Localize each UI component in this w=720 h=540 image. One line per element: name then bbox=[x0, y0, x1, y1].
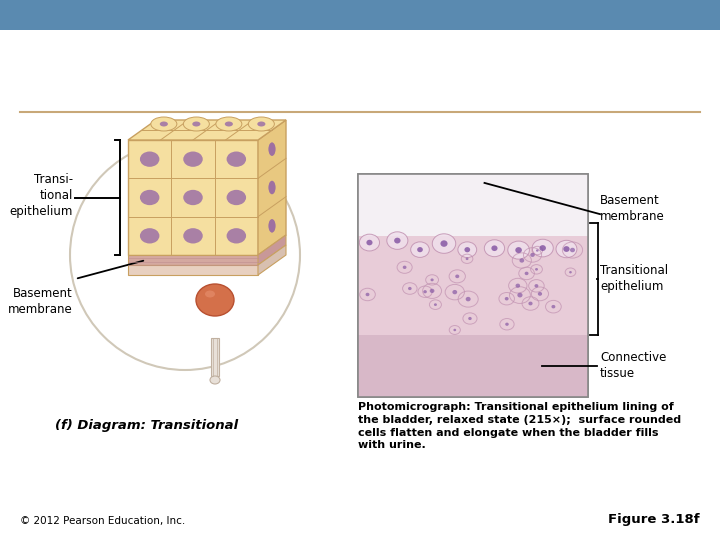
Text: © 2012 Pearson Education, Inc.: © 2012 Pearson Education, Inc. bbox=[20, 516, 185, 526]
Ellipse shape bbox=[458, 242, 477, 258]
Ellipse shape bbox=[485, 240, 505, 256]
Ellipse shape bbox=[269, 181, 276, 194]
Polygon shape bbox=[258, 245, 286, 275]
Ellipse shape bbox=[269, 143, 276, 156]
Polygon shape bbox=[258, 120, 286, 255]
Text: Connective
tissue: Connective tissue bbox=[600, 352, 667, 380]
Ellipse shape bbox=[366, 293, 369, 296]
Ellipse shape bbox=[536, 249, 539, 252]
Ellipse shape bbox=[519, 258, 524, 262]
Ellipse shape bbox=[556, 240, 577, 258]
Bar bbox=[0, 0, 720, 30]
Text: Basement
membrane: Basement membrane bbox=[8, 287, 73, 316]
Ellipse shape bbox=[192, 122, 200, 126]
Ellipse shape bbox=[227, 228, 246, 244]
Ellipse shape bbox=[269, 219, 276, 233]
Text: Basement
membrane: Basement membrane bbox=[600, 194, 665, 222]
Ellipse shape bbox=[394, 238, 400, 244]
Ellipse shape bbox=[430, 289, 434, 293]
Ellipse shape bbox=[227, 190, 246, 205]
Ellipse shape bbox=[530, 253, 535, 257]
Ellipse shape bbox=[402, 266, 407, 269]
Ellipse shape bbox=[160, 122, 168, 126]
Ellipse shape bbox=[468, 317, 472, 320]
Ellipse shape bbox=[516, 284, 520, 288]
Text: Transitional
epithelium: Transitional epithelium bbox=[600, 264, 668, 293]
Ellipse shape bbox=[441, 240, 448, 247]
Ellipse shape bbox=[525, 272, 528, 275]
Ellipse shape bbox=[196, 284, 234, 316]
Ellipse shape bbox=[184, 152, 203, 167]
Ellipse shape bbox=[569, 271, 572, 273]
Ellipse shape bbox=[257, 122, 266, 126]
Ellipse shape bbox=[151, 117, 177, 131]
Text: (f) Diagram: Transitional: (f) Diagram: Transitional bbox=[55, 418, 238, 431]
Ellipse shape bbox=[225, 122, 233, 126]
Ellipse shape bbox=[387, 232, 408, 249]
Ellipse shape bbox=[539, 245, 546, 251]
Ellipse shape bbox=[269, 181, 276, 194]
Ellipse shape bbox=[227, 152, 246, 167]
Ellipse shape bbox=[140, 228, 159, 244]
Ellipse shape bbox=[210, 376, 220, 384]
Ellipse shape bbox=[248, 117, 274, 131]
Ellipse shape bbox=[528, 302, 533, 306]
Ellipse shape bbox=[466, 258, 469, 260]
Ellipse shape bbox=[410, 242, 429, 258]
Ellipse shape bbox=[570, 248, 575, 252]
Ellipse shape bbox=[516, 247, 522, 253]
Ellipse shape bbox=[455, 274, 459, 278]
Ellipse shape bbox=[505, 322, 509, 326]
Ellipse shape bbox=[491, 245, 498, 251]
Ellipse shape bbox=[505, 297, 508, 300]
Ellipse shape bbox=[454, 329, 456, 331]
Ellipse shape bbox=[508, 241, 529, 259]
Polygon shape bbox=[258, 235, 286, 265]
FancyBboxPatch shape bbox=[128, 255, 258, 265]
Ellipse shape bbox=[518, 293, 523, 298]
FancyBboxPatch shape bbox=[358, 174, 588, 237]
Ellipse shape bbox=[140, 190, 159, 205]
Ellipse shape bbox=[563, 246, 570, 252]
Ellipse shape bbox=[359, 234, 379, 251]
Ellipse shape bbox=[466, 297, 471, 301]
Ellipse shape bbox=[534, 284, 539, 288]
Ellipse shape bbox=[532, 239, 553, 257]
Ellipse shape bbox=[432, 234, 456, 253]
Ellipse shape bbox=[366, 240, 372, 245]
Ellipse shape bbox=[140, 152, 159, 167]
FancyBboxPatch shape bbox=[358, 335, 588, 397]
Ellipse shape bbox=[423, 290, 427, 293]
FancyBboxPatch shape bbox=[128, 140, 258, 255]
Ellipse shape bbox=[535, 268, 538, 271]
Ellipse shape bbox=[538, 292, 542, 296]
FancyBboxPatch shape bbox=[358, 237, 588, 335]
FancyBboxPatch shape bbox=[128, 265, 258, 275]
Polygon shape bbox=[128, 120, 286, 140]
Ellipse shape bbox=[184, 117, 210, 131]
Ellipse shape bbox=[184, 228, 203, 244]
Ellipse shape bbox=[184, 190, 203, 205]
Ellipse shape bbox=[408, 287, 412, 290]
Ellipse shape bbox=[431, 279, 433, 281]
Ellipse shape bbox=[269, 219, 276, 233]
Ellipse shape bbox=[452, 290, 457, 294]
FancyBboxPatch shape bbox=[358, 174, 588, 397]
Ellipse shape bbox=[434, 303, 437, 306]
Ellipse shape bbox=[417, 247, 423, 252]
Text: Photomicrograph: Transitional epithelium lining of
the bladder, relaxed state (2: Photomicrograph: Transitional epithelium… bbox=[358, 402, 681, 450]
Circle shape bbox=[70, 140, 300, 370]
Text: Figure 3.18f: Figure 3.18f bbox=[608, 513, 700, 526]
FancyBboxPatch shape bbox=[211, 338, 219, 376]
Ellipse shape bbox=[464, 247, 470, 252]
Ellipse shape bbox=[552, 305, 555, 308]
Ellipse shape bbox=[269, 143, 276, 156]
Ellipse shape bbox=[205, 291, 215, 298]
Text: Transi-
tional
epithelium: Transi- tional epithelium bbox=[9, 173, 73, 218]
Ellipse shape bbox=[216, 117, 242, 131]
